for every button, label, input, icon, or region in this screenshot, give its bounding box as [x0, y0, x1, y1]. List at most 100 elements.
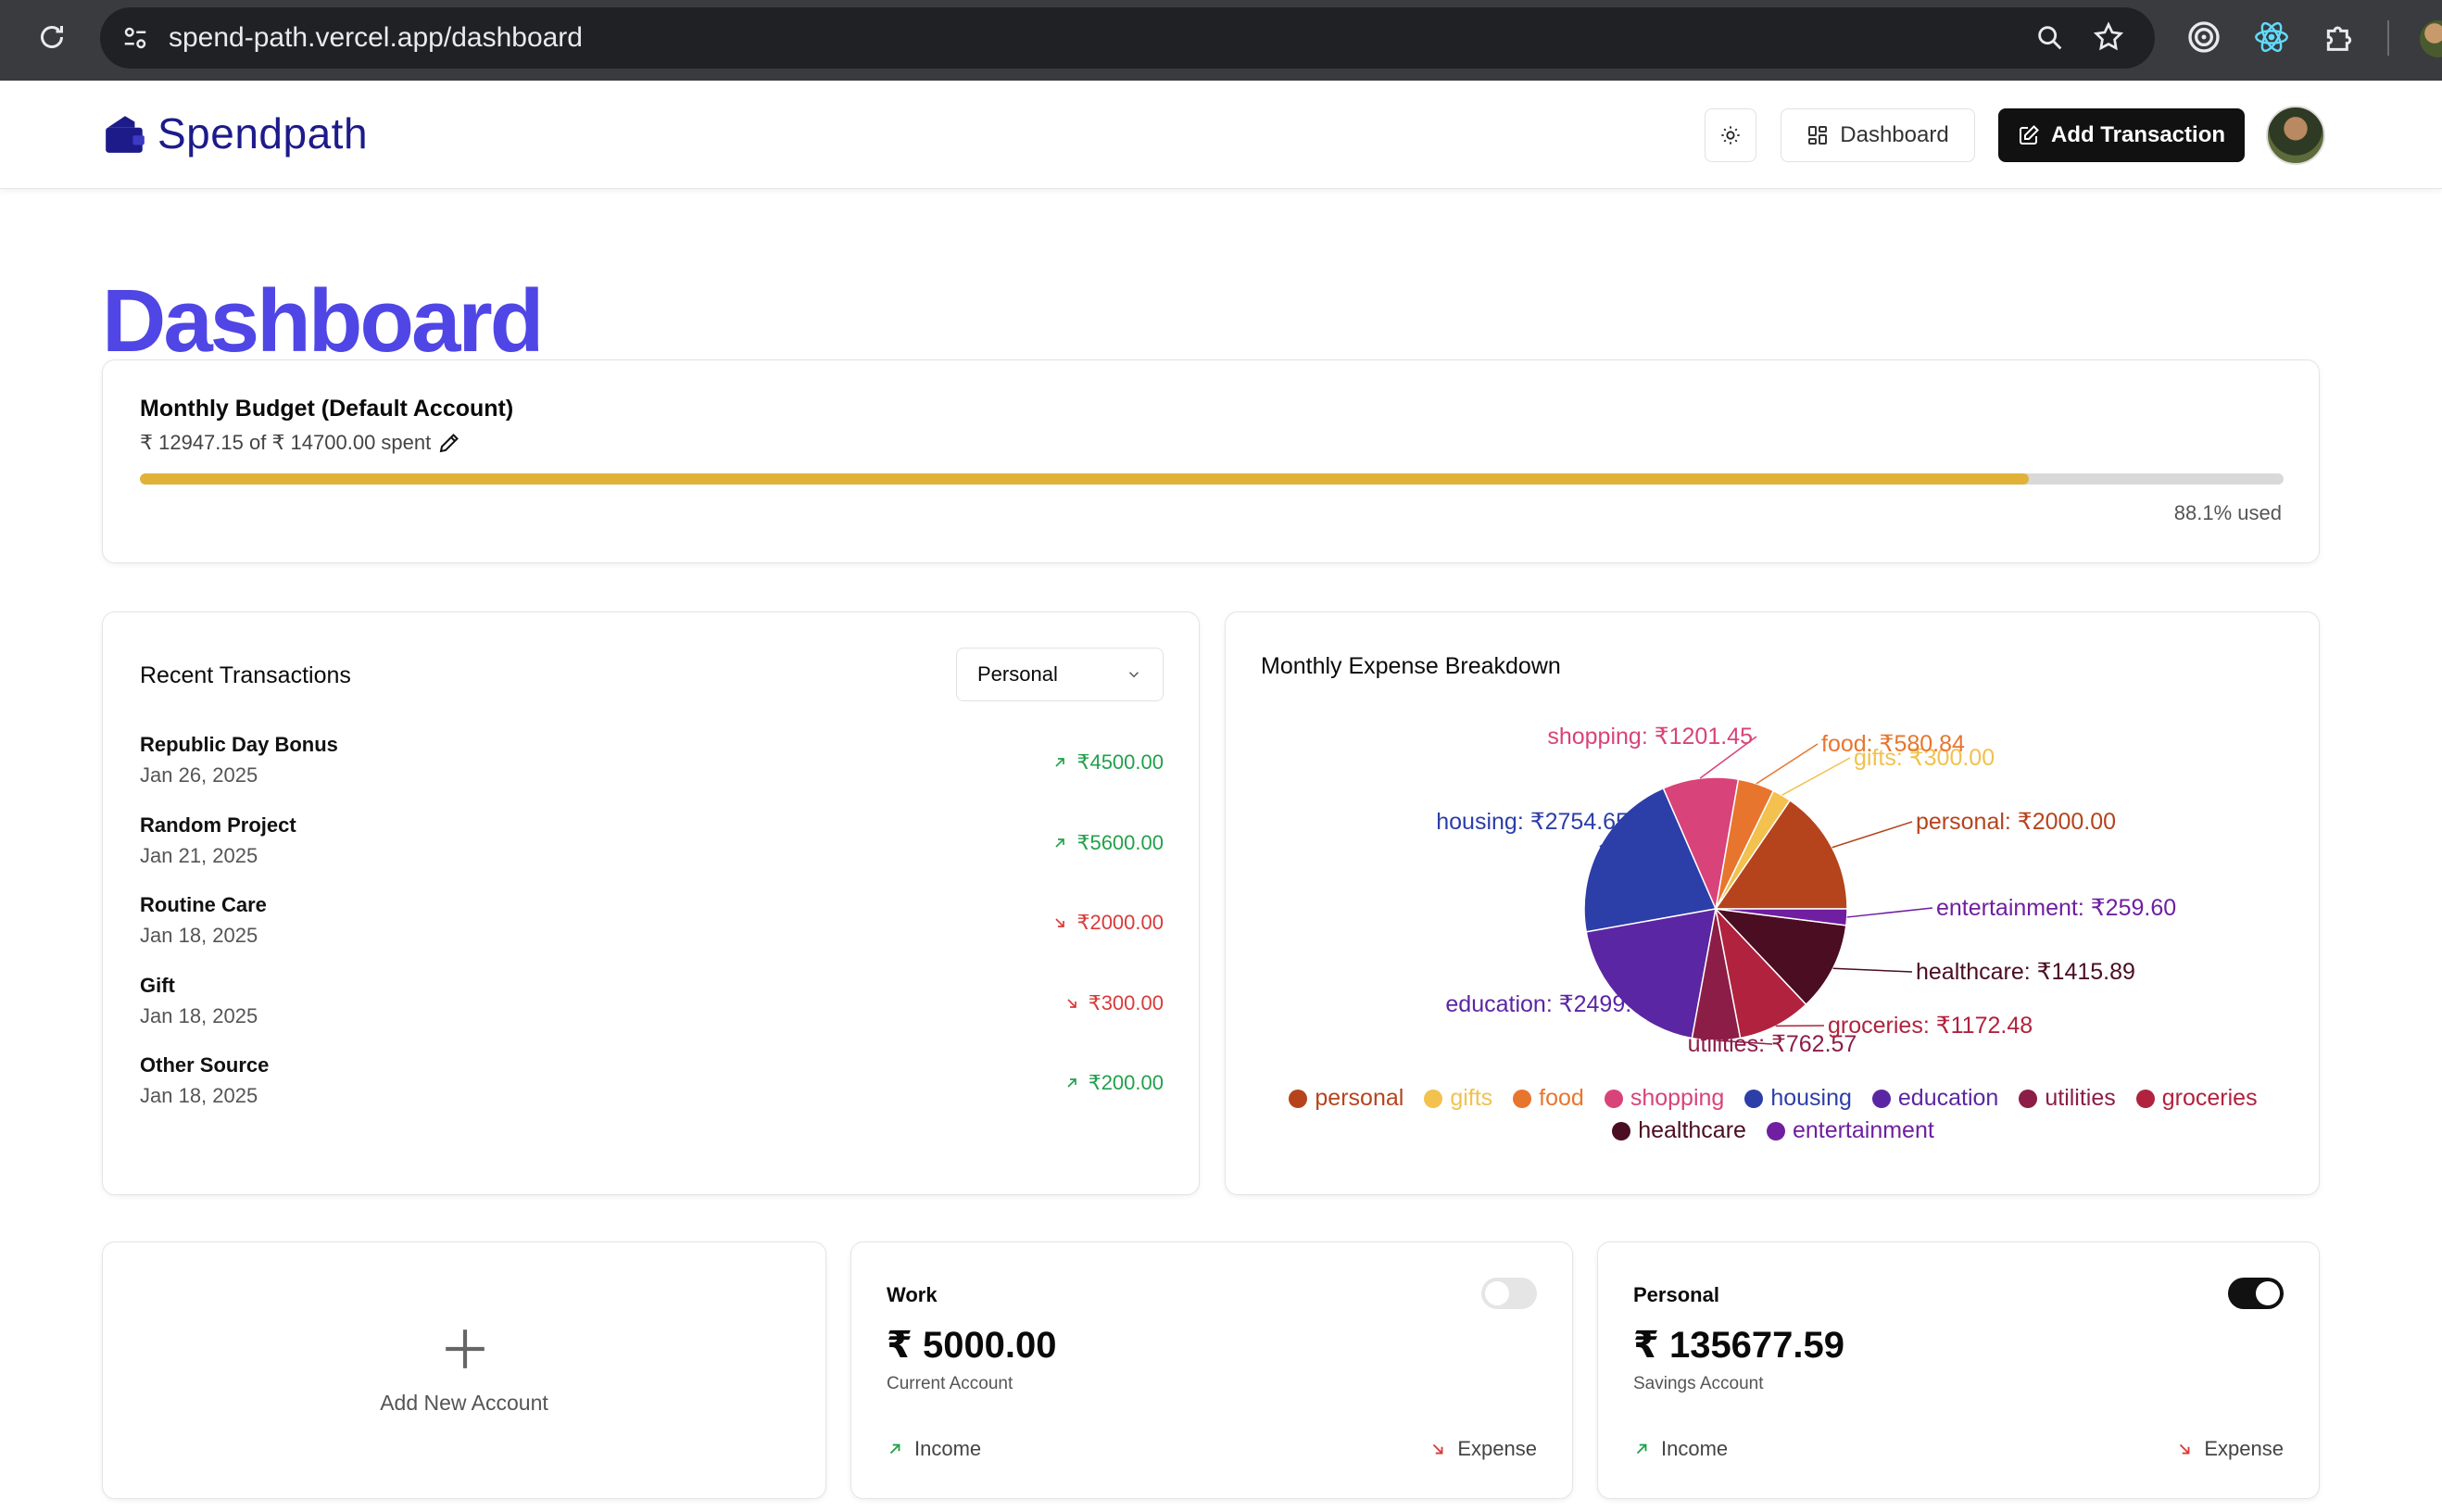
arrow-up-right-icon [1055, 838, 1065, 848]
legend-item-entertainment[interactable]: entertainment [1766, 1117, 1934, 1144]
legend-item-personal[interactable]: personal [1289, 1085, 1404, 1112]
add-new-account-card[interactable]: Add New Account [102, 1241, 826, 1499]
legend-item-food[interactable]: food [1513, 1085, 1584, 1112]
app-header: Spendpath Dashboard Add Transaction [0, 81, 2442, 189]
transaction-row[interactable]: Other Source Jan 18, 2025 ₹200.00 [140, 1053, 1164, 1118]
browser-toolbar: spend-path.vercel.app/dashboard [0, 0, 2442, 81]
transaction-row[interactable]: Random Project Jan 21, 2025 ₹5600.00 [140, 813, 1164, 878]
legend-item-education[interactable]: education [1871, 1085, 1998, 1112]
arrow-down-right-icon [1433, 1443, 1443, 1455]
transaction-row[interactable]: Republic Day Bonus Jan 26, 2025 ₹4500.00 [140, 733, 1164, 798]
recent-transactions-title: Recent Transactions [140, 662, 351, 688]
transaction-date: Jan 21, 2025 [140, 843, 258, 867]
star-icon[interactable] [2092, 20, 2125, 54]
url-text[interactable]: spend-path.vercel.app/dashboard [169, 22, 583, 53]
default-account-toggle[interactable] [2228, 1278, 2284, 1309]
transaction-amount-value: ₹5600.00 [1076, 830, 1164, 854]
account-filter-select[interactable]: Personal [956, 648, 1164, 701]
transaction-date: Jan 18, 2025 [140, 1084, 258, 1107]
site-settings-icon[interactable] [120, 24, 150, 52]
legend-dot [1612, 1121, 1631, 1140]
account-name: Work [887, 1283, 938, 1306]
legend-dot [1289, 1089, 1308, 1108]
legend-label: utilities [2045, 1085, 2116, 1111]
pie-slice-personal[interactable] [1714, 799, 1848, 910]
react-devtools-icon[interactable] [2253, 19, 2290, 56]
transaction-row[interactable]: Routine Care Jan 18, 2025 ₹2000.00 [140, 893, 1164, 958]
pie-slice-label: entertainment: ₹259.60 [1936, 895, 2176, 921]
zoom-icon[interactable] [2034, 22, 2066, 54]
user-avatar[interactable] [2266, 106, 2325, 165]
dashboard-button-label: Dashboard [1840, 122, 1949, 147]
address-bar[interactable]: spend-path.vercel.app/dashboard [100, 7, 2155, 69]
account-card-work[interactable]: Work ₹ 5000.00 Current Account Income Ex… [850, 1241, 1573, 1499]
legend-label: housing [1770, 1085, 1852, 1111]
brand-name: Spendpath [157, 109, 369, 158]
transaction-amount-value: ₹2000.00 [1076, 911, 1164, 934]
pie-leader-line [1832, 967, 1913, 973]
dashboard-button[interactable]: Dashboard [1781, 108, 1975, 162]
legend-item-groceries[interactable]: groceries [2135, 1085, 2258, 1112]
pie-slice-shopping[interactable] [1662, 776, 1740, 912]
pie-slice-groceries[interactable] [1714, 906, 1807, 1040]
arrow-down-right-icon [1067, 998, 1076, 1008]
arrow-down-right-icon [1055, 918, 1065, 927]
transaction-row[interactable]: Gift Jan 18, 2025 ₹300.00 [140, 974, 1164, 1039]
transaction-date: Jan 18, 2025 [140, 924, 258, 947]
toolbar-separator [2387, 20, 2389, 56]
recent-transactions-card: Recent Transactions Personal Republic Da… [102, 611, 1200, 1195]
pie-leader-line [1716, 1040, 1773, 1045]
page-title: Dashboard [102, 271, 544, 371]
legend-item-shopping[interactable]: shopping [1604, 1085, 1724, 1112]
pie-slice-label: utilities: ₹762.57 [1688, 1031, 1857, 1057]
pie-slice-education[interactable] [1585, 908, 1717, 1040]
transaction-amount: ₹300.00 [1064, 991, 1164, 1015]
theme-toggle-button[interactable] [1705, 108, 1756, 162]
legend-dot [1604, 1089, 1623, 1108]
pie-leader-line [1832, 821, 1913, 849]
legend-item-utilities[interactable]: utilities [2019, 1085, 2116, 1112]
transaction-amount: ₹5600.00 [1052, 831, 1164, 855]
budget-card: Monthly Budget (Default Account) ₹ 12947… [102, 359, 2320, 563]
plus-icon [446, 1329, 485, 1368]
legend-item-healthcare[interactable]: healthcare [1612, 1117, 1746, 1144]
reload-icon[interactable] [35, 20, 69, 54]
legend-label: entertainment [1792, 1117, 1934, 1143]
pencil-icon[interactable] [438, 432, 460, 454]
transaction-date: Jan 26, 2025 [140, 763, 258, 787]
legend-dot [2135, 1089, 2155, 1108]
transaction-amount-value: ₹200.00 [1088, 1071, 1164, 1094]
legend-label: food [1539, 1085, 1584, 1111]
transaction-amount: ₹2000.00 [1052, 911, 1164, 935]
add-transaction-button[interactable]: Add Transaction [1998, 108, 2245, 162]
budget-progress-bar [140, 473, 2284, 485]
expense-label: Expense [2204, 1437, 2284, 1460]
pie-legend: personal gifts food shopping housing educatio… [1253, 1085, 2293, 1144]
grid-icon [1808, 126, 1828, 145]
legend-item-housing[interactable]: housing [1744, 1085, 1852, 1112]
pie-slice-housing[interactable] [1583, 787, 1718, 933]
arrow-up-right-icon [889, 1443, 900, 1455]
legend-dot [1424, 1089, 1443, 1108]
legend-label: healthcare [1638, 1117, 1746, 1143]
puzzle-icon[interactable] [2321, 19, 2358, 56]
legend-label: gifts [1450, 1085, 1493, 1111]
pie-leader-line [1781, 757, 1851, 796]
arrow-up-right-icon [1067, 1078, 1076, 1088]
budget-spent-text: ₹ 12947.15 of ₹ 14700.00 spent [140, 431, 432, 454]
target-extension-icon[interactable] [2185, 19, 2222, 56]
account-card-personal[interactable]: Personal ₹ 135677.59 Savings Account Inc… [1597, 1241, 2320, 1499]
transaction-amount-value: ₹4500.00 [1076, 750, 1164, 774]
account-balance: ₹ 135677.59 [1633, 1325, 1845, 1366]
brand[interactable]: Spendpath [102, 108, 368, 158]
browser-profile-avatar[interactable] [2420, 20, 2442, 57]
default-account-toggle[interactable] [1481, 1278, 1537, 1309]
add-new-account-label: Add New Account [380, 1391, 548, 1415]
income-label: Income [1661, 1437, 1729, 1460]
budget-progress-fill [140, 473, 2029, 485]
wallet-logo-icon [106, 116, 145, 153]
budget-title: Monthly Budget (Default Account) [140, 396, 514, 422]
account-type: Savings Account [1633, 1374, 1764, 1393]
legend-item-gifts[interactable]: gifts [1424, 1085, 1492, 1112]
